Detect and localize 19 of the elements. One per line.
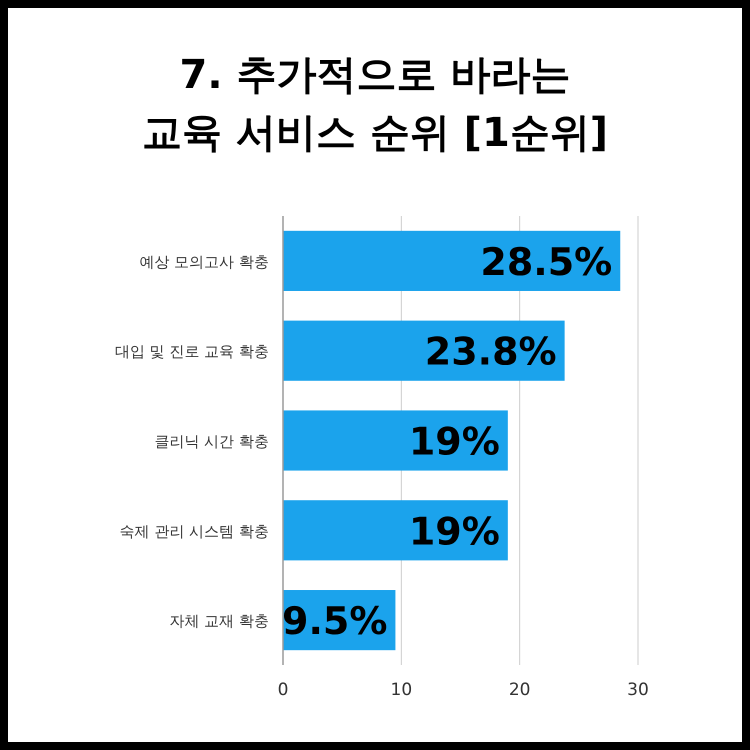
y-tick-label: 숙제 관리 시스템 확충 (120, 522, 269, 540)
bar (283, 410, 508, 471)
y-tick-label: 예상 모의고사 확충 (139, 252, 269, 271)
x-tick-label: 30 (627, 680, 649, 700)
y-tick-label: 대입 및 진로 교육 확충 (114, 342, 269, 361)
data-label: 28.5% (480, 240, 612, 284)
data-label: 19% (408, 420, 500, 464)
data-label: 23.8% (424, 330, 557, 374)
data-label: 9.5% (282, 599, 388, 644)
y-tick-label: 자체 교재 확충 (169, 612, 269, 630)
x-tick-label: 20 (508, 680, 530, 700)
y-tick-label: 클리닉 시간 확충 (154, 432, 269, 450)
bar (283, 320, 565, 381)
chart-title: 7. 추가적으로 바라는 교육 서비스 순위 [1순위] (142, 52, 608, 156)
x-tick-label: 0 (278, 680, 288, 700)
x-tick-label: 10 (390, 680, 412, 700)
data-label: 19% (408, 509, 500, 554)
bar (283, 230, 620, 291)
bar (283, 500, 508, 560)
